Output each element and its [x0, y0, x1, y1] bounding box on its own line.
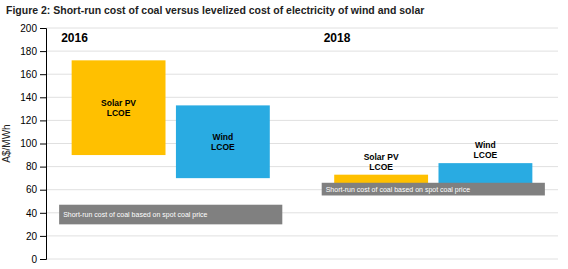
axis-line — [40, 29, 47, 260]
tick: 20 — [26, 231, 46, 242]
tick-label: 60 — [26, 184, 38, 195]
chart: Figure 2: Short-run cost of coal versus … — [0, 0, 568, 269]
tick-mark — [40, 120, 46, 121]
tick: 40 — [26, 208, 46, 219]
bar-label: Short-run cost of coal based on spot coa… — [326, 186, 470, 194]
tick-label: 0 — [31, 254, 37, 265]
tick-label: 100 — [20, 138, 37, 149]
bar-label-line: LCOE — [107, 108, 131, 118]
bar — [176, 105, 270, 178]
tick: 180 — [20, 46, 46, 57]
tick: 160 — [20, 69, 46, 80]
tick-label: 80 — [26, 161, 38, 172]
bar-label-line: Solar PV — [101, 98, 136, 108]
tick: 0 — [31, 254, 46, 265]
tick-mark — [40, 51, 46, 52]
grid-line — [46, 259, 558, 260]
bars — [59, 60, 545, 224]
tick-mark — [40, 213, 46, 214]
tick-label: 200 — [20, 23, 37, 34]
grid-line — [46, 235, 558, 236]
bar-label-line: LCOE — [369, 162, 393, 172]
bar-label: WindLCOE — [211, 132, 235, 152]
tick-label: 180 — [20, 46, 37, 57]
tick: 100 — [20, 138, 46, 149]
bar-label-line: LCOE — [211, 142, 235, 152]
grid-line — [46, 28, 558, 29]
tick-mark — [40, 236, 46, 237]
bar-label: Solar PVLCOE — [101, 98, 136, 118]
category-label: 2018 — [324, 31, 351, 45]
bar-label-line: Solar PV — [364, 152, 399, 162]
bar-label-line: Wind — [213, 132, 234, 142]
span-bar — [59, 205, 282, 225]
tick: 200 — [20, 23, 46, 34]
bar — [72, 60, 166, 155]
tick-mark — [40, 259, 46, 260]
tick-mark — [40, 74, 46, 75]
tick: 80 — [26, 161, 46, 172]
tick-label: 160 — [20, 69, 37, 80]
span-bar — [322, 183, 545, 196]
bar-label-line: Wind — [475, 140, 496, 150]
bar-label: Solar PVLCOE — [364, 152, 399, 172]
tick: 140 — [20, 92, 46, 103]
tick: 120 — [20, 115, 46, 126]
labels: Solar PVLCOESolar PVLCOEWindLCOEWindLCOE… — [61, 31, 497, 219]
tick-mark — [40, 190, 46, 191]
grid — [46, 28, 558, 259]
y-axis: 0 20 40 60 80 100 120 140 160 180 200 — [20, 23, 46, 265]
axis-title: A$/MWh — [1, 124, 12, 162]
tick-label: 140 — [20, 92, 37, 103]
bar-label: Short-run cost of coal based on spot coa… — [63, 211, 207, 219]
tick-label: 120 — [20, 115, 37, 126]
grid-line — [46, 51, 558, 52]
tick-label: 20 — [26, 231, 38, 242]
tick-label: 40 — [26, 208, 38, 219]
category-label: 2016 — [61, 31, 88, 45]
tick-mark — [40, 167, 46, 168]
tick-mark — [40, 144, 46, 145]
plot: 0 20 40 60 80 100 120 140 160 180 200 A$/MWh Solar P… — [1, 23, 558, 265]
title: Figure 2: Short-run cost of coal versus … — [6, 4, 424, 16]
bar-label: WindLCOE — [474, 140, 498, 160]
bar-label-line: LCOE — [474, 150, 498, 160]
tick: 60 — [26, 184, 46, 195]
tick-mark — [40, 97, 46, 98]
tick-mark — [40, 28, 46, 29]
